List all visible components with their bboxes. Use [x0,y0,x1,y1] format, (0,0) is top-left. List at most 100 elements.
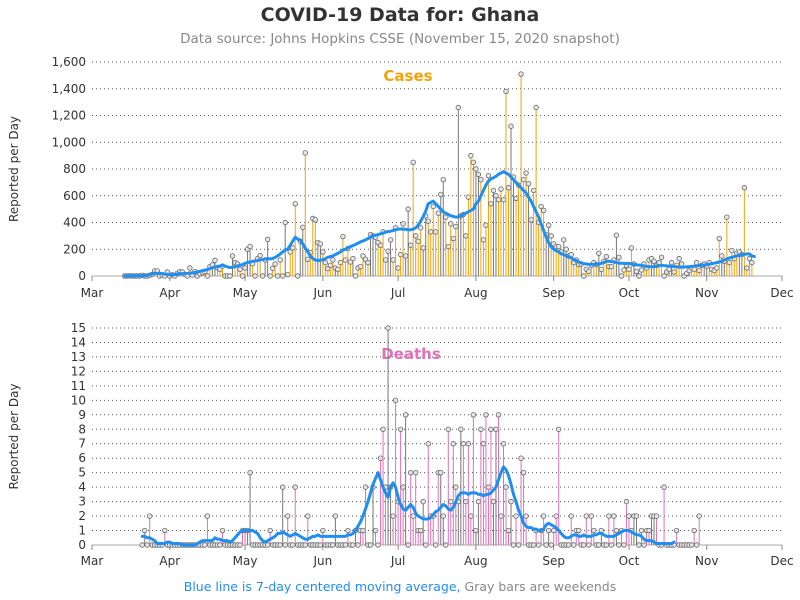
cases-bar-marker [671,269,677,275]
cases-bar-marker [500,197,507,203]
cases-panel: 0 200 400 600 800 1,000 1,200 1,400 1,600 Mar Apr M… [7,55,794,300]
cases-bar-marker [518,71,524,77]
deaths-bar-marker [465,441,472,447]
cases-bar-marker [453,223,459,230]
deaths-bar-marker [285,513,291,519]
deaths-bar-marker [282,542,288,548]
cases-bar-marker [428,229,434,235]
cases-bar-marker [415,238,421,244]
cases-bars [121,71,755,279]
deaths-bar-marker [468,513,474,519]
deaths-y-tick-label: 6 [78,451,86,465]
deaths-bar-marker [332,513,339,519]
cases-bar-marker [616,254,622,260]
cases-x-tick-label: Oct [619,286,640,300]
deaths-bar-marker [591,527,597,534]
cases-bar-marker [267,273,273,279]
cases-bar-marker [330,257,336,263]
cases-x-tick-label: Mar [81,286,104,300]
cases-bar-marker [528,217,534,223]
chart-title: COVID-19 Data for: Ghana [260,4,540,26]
deaths-x-tick-label: Oct [619,554,640,568]
cases-bar-marker [204,273,211,279]
cases-bar-marker [678,261,685,267]
deaths-bar-marker [623,498,630,505]
cases-bar-marker [626,266,632,273]
deaths-bar-marker [535,542,542,548]
deaths-bar-marker [141,527,148,534]
deaths-bar-marker [202,542,208,548]
cases-bar-marker [483,222,489,228]
deaths-bar-marker [555,426,562,432]
deaths-x-tick-label: Jul [390,554,405,568]
cases-bar-marker [277,257,283,263]
cases-bar-marker [433,229,439,235]
deaths-bar-marker [453,484,459,490]
cases-bar-marker [445,243,451,250]
cases-bar-marker [385,248,391,254]
deaths-bar-marker [443,542,449,548]
deaths-bar-marker [626,513,632,519]
deaths-bar-marker [305,513,311,519]
deaths-bar-marker [445,426,451,432]
deaths-bar-marker [320,527,326,534]
cases-bar-marker [187,265,193,271]
cases-bar-marker [530,187,537,194]
cases-bar-marker [269,265,276,272]
deaths-bar-marker [603,542,610,548]
cases-bar-marker [525,181,532,187]
deaths-bar-marker [345,527,351,534]
cases-x-tick-label: Aug [464,286,487,300]
chart-subtitle: Data source: Johns Hopkins CSSE (Novembe… [180,31,620,47]
cases-bar-marker [387,237,394,243]
deaths-bar-marker [588,513,595,519]
cases-bar-marker [473,166,479,172]
cases-bar-marker [613,232,620,238]
cases-bar-marker [279,273,286,279]
cases-bar-marker [420,245,426,251]
cases-bar-marker [638,267,645,273]
deaths-bar-marker [691,527,697,534]
deaths-bar-marker [425,441,431,447]
cases-bar-marker [227,273,233,279]
deaths-bar-marker [438,469,444,476]
cases-bar-marker [405,206,411,212]
deaths-bar-marker [380,426,386,432]
cases-y-tick-label: 400 [63,216,86,230]
deaths-bar-marker [448,498,454,505]
deaths-y-axis-label: Reported per Day [7,383,21,489]
cases-bar-marker [390,257,396,263]
deaths-bar-marker [550,527,557,534]
cases-bar-marker [726,259,733,266]
deaths-bar-marker [397,426,404,432]
deaths-y-tick-label: 4 [78,480,86,494]
deaths-y-tick-label: 14 [71,335,86,349]
deaths-bar-marker [513,513,519,519]
deaths-bar-marker [392,397,399,404]
cases-bar-marker [513,195,519,202]
deaths-bar-marker [410,513,416,519]
footnote-average-note: Blue line is 7-day centered moving avera… [183,579,461,594]
cases-bar-marker [555,243,562,250]
deaths-bar-marker [279,484,286,490]
deaths-bar-marker [440,513,446,519]
cases-bar-marker [239,273,246,279]
cases-x-tick-label: Jun [312,286,332,300]
deaths-bar-marker [417,527,424,534]
deaths-bar-marker [613,527,620,534]
deaths-x-tick-label: Nov [695,554,718,568]
cases-y-tick-label: 200 [63,242,86,256]
deaths-bar-marker [400,484,406,490]
cases-bar-marker [465,194,472,200]
cases-bar-marker [455,104,462,111]
cases-bar-marker [561,237,567,243]
deaths-bar-marker [460,441,467,447]
cases-y-tick-label: 1,600 [52,55,86,69]
cases-bar-marker [300,224,306,231]
cases-bar-marker [493,193,499,199]
cases-bar-marker [608,263,615,270]
deaths-bar-marker [423,542,429,548]
cases-bar-marker [425,218,431,224]
deaths-y-tick-label: 5 [78,466,86,480]
